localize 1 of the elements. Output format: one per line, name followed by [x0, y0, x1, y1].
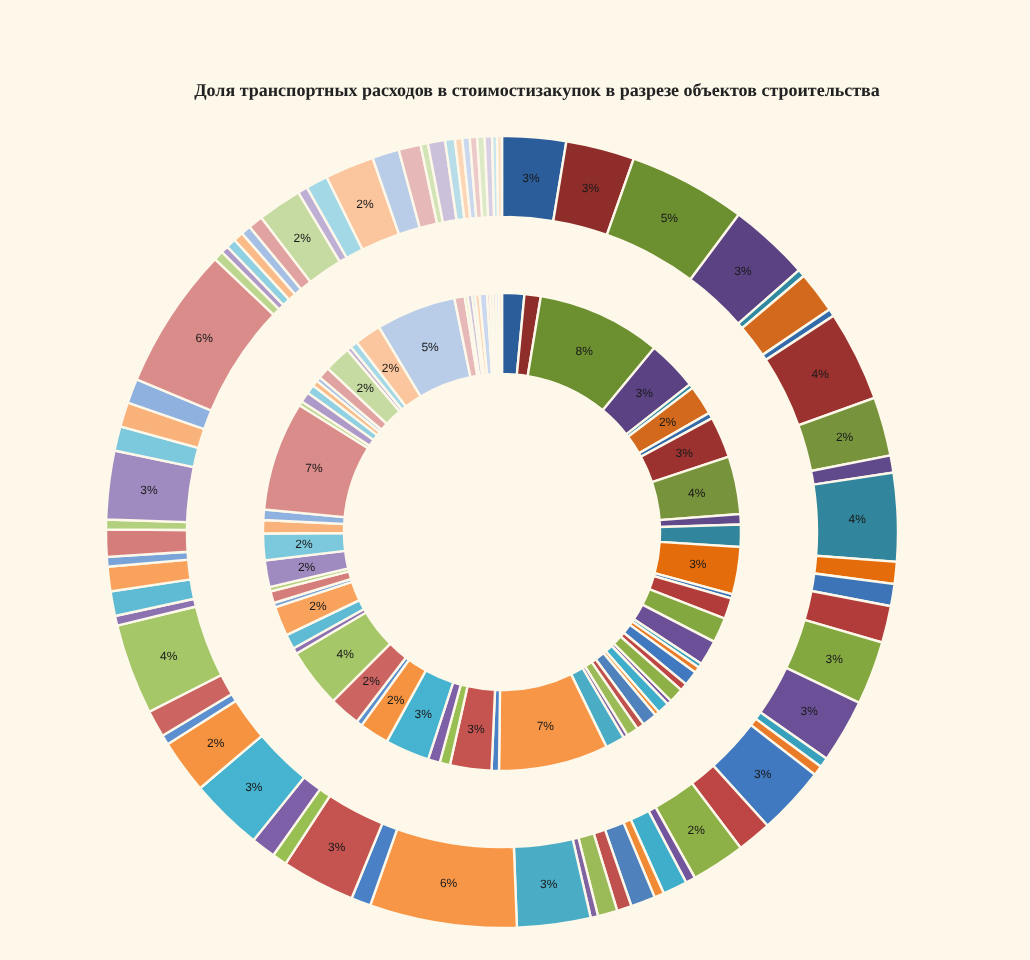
chart-title: Доля транспортных расходов в стоимостизакупок в разрезе объектов строительства [194, 80, 881, 100]
